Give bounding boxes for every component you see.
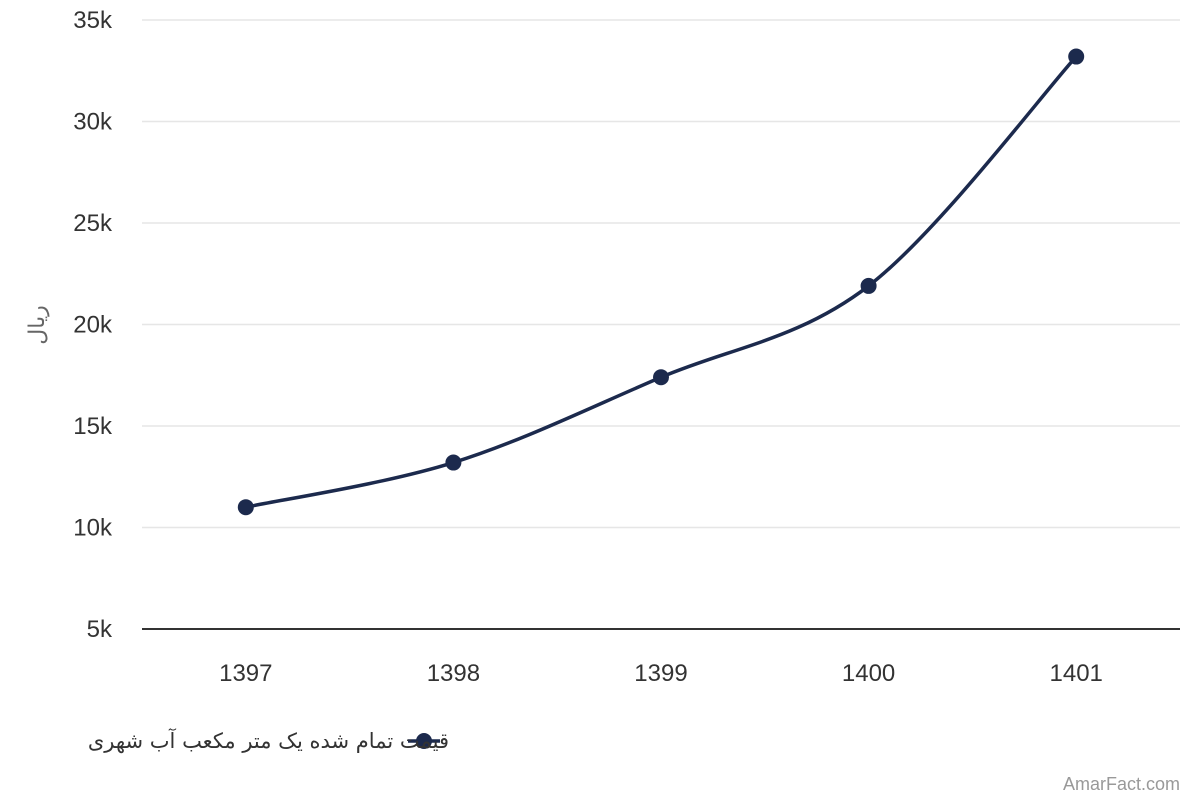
legend-item[interactable]: قیمت تمام شده یک متر مکعب آب شهری bbox=[88, 728, 449, 753]
legend-marker-icon bbox=[416, 733, 432, 749]
x-tick-label: 1398 bbox=[427, 660, 480, 687]
x-axis-ticks: 1397 1398 1399 1400 1401 bbox=[219, 660, 1103, 687]
grid-lines bbox=[142, 19, 1180, 529]
data-points bbox=[237, 48, 1085, 516]
y-tick-label: 15k bbox=[73, 413, 113, 440]
data-point[interactable] bbox=[653, 369, 669, 386]
series-line bbox=[245, 55, 1078, 509]
x-tick-label: 1399 bbox=[634, 660, 687, 687]
data-point[interactable] bbox=[445, 454, 462, 471]
x-tick-label: 1397 bbox=[219, 660, 272, 687]
data-point[interactable] bbox=[860, 277, 877, 294]
legend-label: قیمت تمام شده یک متر مکعب آب شهری bbox=[88, 728, 449, 753]
y-tick-label: 35k bbox=[73, 7, 113, 34]
y-axis-label: ریال bbox=[25, 305, 50, 344]
y-axis-ticks: 5k 10k 15k 20k 25k 30k 35k bbox=[73, 7, 113, 643]
x-tick-label: 1401 bbox=[1050, 660, 1103, 687]
y-tick-label: 25k bbox=[73, 210, 113, 237]
y-tick-label: 10k bbox=[73, 515, 113, 542]
y-tick-label: 30k bbox=[73, 109, 113, 136]
data-point[interactable] bbox=[1068, 48, 1085, 65]
data-point[interactable] bbox=[237, 499, 254, 516]
x-tick-label: 1400 bbox=[842, 660, 895, 687]
y-tick-label: 5k bbox=[87, 616, 113, 643]
y-tick-label: 20k bbox=[73, 312, 113, 339]
source-credit: AmarFact.com bbox=[1063, 774, 1180, 794]
